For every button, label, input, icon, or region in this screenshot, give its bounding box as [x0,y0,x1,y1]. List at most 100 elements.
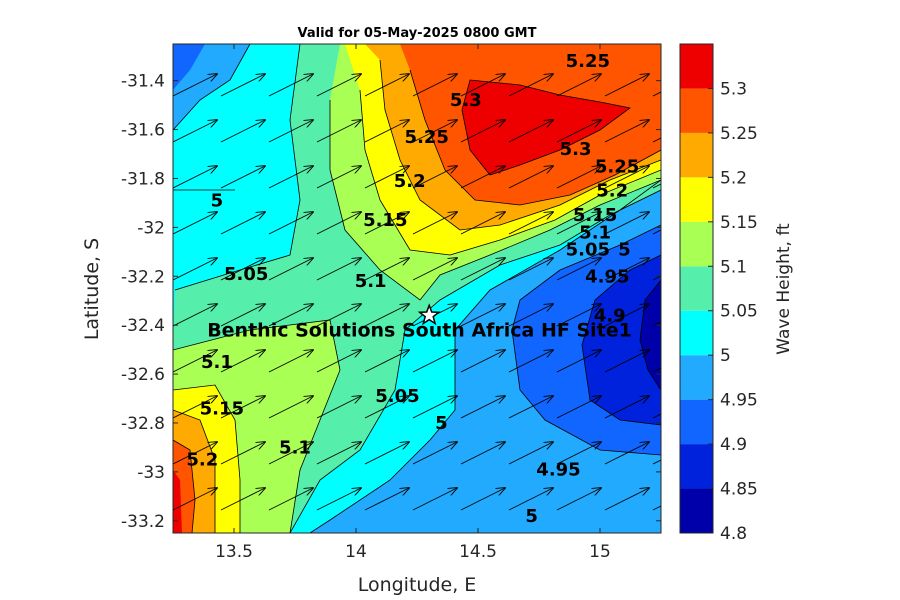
y-tick-label: -32 [137,218,165,238]
direction-arrow [556,304,601,327]
colorbar-tick-label: 5 [720,346,731,366]
direction-arrow [413,534,457,556]
direction-arrow [268,488,313,511]
contour-label: 5.05 [224,264,268,285]
y-tick-label: -33 [137,463,165,483]
direction-arrow [220,396,265,419]
direction-arrow [364,258,409,281]
direction-arrow [412,120,457,143]
contour-labels: 5.255.35.35.255.255.2 5.255.15 5.155.15.05… [186,51,639,527]
direction-arrow [604,442,649,465]
direction-arrow [316,258,361,281]
contour-label: 5 [525,506,538,527]
y-tick-label: -32.8 [121,414,165,434]
direction-arrow [508,258,553,281]
direction-arrow [364,350,409,373]
direction-arrow [173,488,217,511]
contour-fill [173,44,661,556]
direction-arrow [605,534,649,556]
colorbar-frame [679,43,714,534]
direction-arrow [460,350,505,373]
direction-arrow [604,488,649,511]
direction-arrow [509,534,553,556]
direction-arrow [316,120,361,143]
direction-arrow [460,396,505,419]
direction-arrow [173,534,217,556]
direction-arrow [652,91,661,97]
colorbar: 4.8 4.85 4.9 4.95 5 5.05 5.1 5.15 5.2 5.25 5.3 [679,43,758,544]
direction-arrow [173,258,217,281]
colorbar-tick-label: 4.85 [720,480,758,500]
direction-arrow [652,321,661,327]
direction-arrow [173,442,217,465]
direction-arrow [364,212,409,235]
colorbar-swatch [680,44,713,89]
direction-arrow [652,413,661,419]
direction-arrow [460,212,505,235]
direction-arrow [508,396,553,419]
direction-arrow [556,396,601,419]
colorbar-label: Wave Height, ft [774,223,794,355]
contour-label: 4.9 [594,305,626,326]
contour-label: 5.25 [595,156,639,177]
direction-arrow [604,350,649,373]
direction-arrow [460,166,505,189]
colorbar-tick-label: 5.1 [720,257,747,277]
direction-arrow [173,212,217,235]
direction-arrow [460,120,505,143]
direction-arrow [364,74,409,97]
y-tick-label: -31.8 [121,169,165,189]
direction-arrow [268,350,313,373]
contour-label: 5.1 [279,437,311,458]
direction-arrow [220,304,265,327]
direction-arrow [364,304,409,327]
contour-label: 5.1 [201,352,233,373]
contour-label: 5.2 [596,181,628,202]
y-tick-label: -31.6 [121,121,165,141]
direction-arrow [220,166,265,189]
direction-arrow [364,166,409,189]
contour-label: 5 [435,413,448,434]
contour-label: 5.3 [560,139,592,160]
direction-arrow [220,488,265,511]
colorbar-swatch [680,177,713,222]
x-tick-label: 13.5 [215,542,253,562]
direction-arrow [220,74,265,97]
direction-arrow [604,74,649,97]
direction-arrow [173,166,217,189]
y-tick-label: -33.2 [121,512,165,532]
direction-arrow [412,166,457,189]
colorbar-swatch [680,88,713,133]
colorbar-swatch [680,310,713,356]
colorbar-swatch [680,132,713,178]
colorbar-swatch [680,399,713,445]
contour-label: 5.05 [375,386,419,407]
direction-arrow [652,183,661,189]
direction-arrow [269,534,313,556]
direction-arrow [364,396,409,419]
direction-arrow [556,212,601,235]
y-tick-label: -32.6 [121,365,165,385]
direction-arrow [604,258,649,281]
colorbar-swatch [680,355,713,400]
contour-label: 5.25 [566,51,610,72]
direction-arrow [173,74,217,97]
direction-arrow [556,258,601,281]
direction-arrow [412,258,457,281]
direction-arrow [652,505,661,511]
x-tick-label: 14.5 [459,542,497,562]
contour-label: 5.1 [579,222,611,243]
direction-arrow [508,350,553,373]
direction-arrow [604,304,649,327]
direction-arrow [220,212,265,235]
colorbar-tick-label: 5.2 [720,168,747,188]
colorbar-tick-label: 5.25 [720,124,758,144]
direction-arrow [364,488,409,511]
chart-title: Valid for 05-May-2025 0800 GMT [298,26,537,41]
contour-label: 5.2 [394,171,426,192]
direction-arrow [268,396,313,419]
site-annotation: Benthic Solutions South Africa HF Site1 [207,319,632,341]
direction-arrow [220,350,265,373]
direction-arrow [220,442,265,465]
